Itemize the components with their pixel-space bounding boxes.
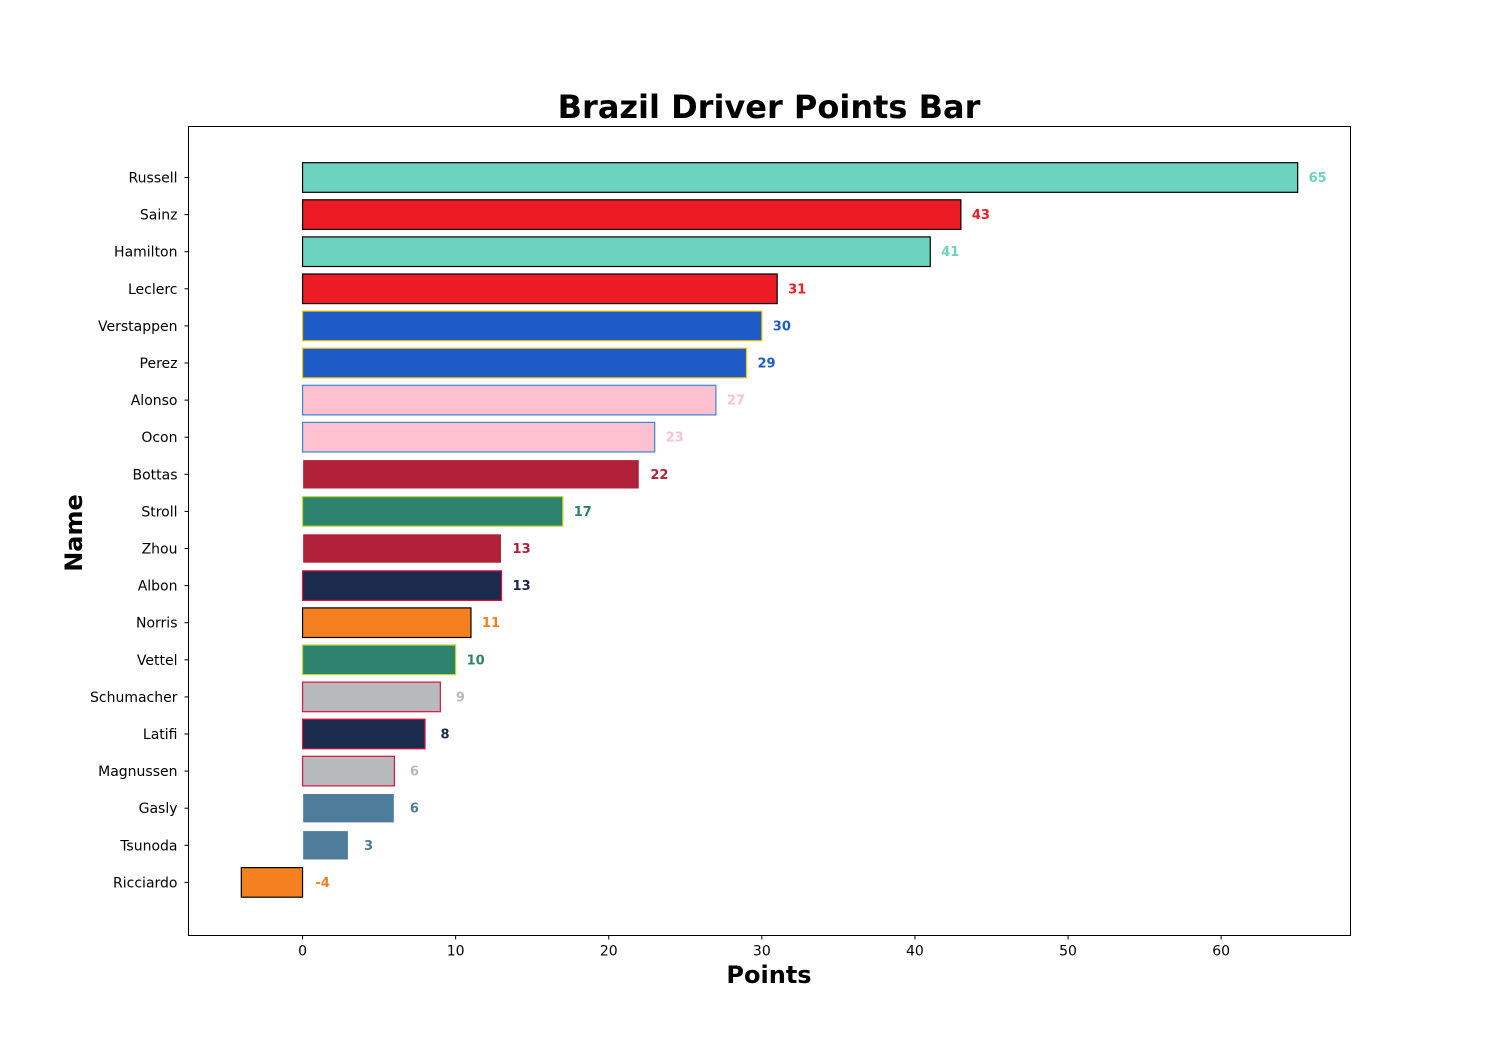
data-label: 17 [574, 505, 592, 520]
bar-leclerc [301, 273, 778, 305]
bar-magnussen [301, 755, 396, 787]
y-tick-label: Russell [129, 171, 178, 187]
data-label: 27 [727, 394, 745, 409]
bar-latifi [301, 718, 426, 750]
data-label: 22 [650, 468, 668, 483]
data-label: 41 [941, 245, 959, 260]
y-tick-label: Ocon [141, 430, 177, 446]
y-tick-labels: Russell Sainz Hamilton Leclerc Verstappen Per… [90, 171, 189, 891]
x-tick-label: 0 [298, 944, 307, 960]
x-tick-label: 50 [1059, 944, 1077, 960]
data-label: 11 [482, 616, 500, 631]
bar-zhou [301, 533, 503, 564]
y-tick-label: Bottas [132, 467, 177, 483]
y-tick-label: Verstappen [98, 319, 177, 335]
bar-ocon [301, 421, 656, 453]
y-tick-label: Sainz [140, 208, 178, 224]
y-tick-label: Tsunoda [119, 838, 177, 854]
y-tick-label: Zhou [142, 542, 178, 558]
bar-albon [301, 570, 503, 601]
y-tick-label: Ricciardo [113, 875, 177, 891]
y-tick-label: Latifi [143, 727, 178, 743]
x-axis-label: Points [726, 961, 811, 989]
data-label: 9 [456, 690, 465, 705]
y-tick-label: Vettel [137, 653, 178, 669]
bar-sainz [301, 199, 962, 231]
data-label: 65 [1309, 171, 1327, 186]
bar-bottas [301, 458, 640, 490]
data-label: 13 [513, 579, 531, 594]
plot-area [188, 126, 1351, 936]
y-axis-label: Name [60, 494, 88, 572]
y-tick-label: Stroll [141, 504, 177, 520]
bar-gasly [301, 792, 396, 824]
y-tick-label: Norris [136, 616, 178, 632]
bar-russell [301, 162, 1299, 193]
bar-vettel [301, 644, 457, 676]
data-labels: 65 43 41 31 30 29 27 23 22 17 13 13 11 10 9 8 6 6 3 -4 [315, 171, 1326, 891]
y-tick-label: Leclerc [128, 282, 178, 298]
bar-ricciardo [240, 866, 304, 898]
data-label: 6 [410, 765, 419, 780]
y-tick-label: Hamilton [114, 245, 177, 261]
x-tick-label: 30 [753, 944, 771, 960]
x-tick-label: 60 [1212, 944, 1230, 960]
x-tick-label: 20 [600, 944, 618, 960]
bar-schumacher [301, 681, 441, 713]
bar-stroll [301, 496, 564, 527]
x-tick-label: 40 [906, 944, 924, 960]
y-tick-label: Perez [140, 356, 178, 372]
data-label: 10 [467, 653, 485, 668]
y-tick-label: Albon [138, 579, 178, 595]
data-label: 31 [788, 282, 806, 297]
bar-perez [301, 347, 748, 379]
bar-verstappen [301, 310, 763, 342]
data-label: 30 [773, 319, 791, 334]
chart-title: Brazil Driver Points Bar [558, 88, 981, 126]
data-label: 43 [972, 208, 990, 223]
bar-hamilton [301, 236, 931, 268]
y-tick-label: Magnussen [98, 764, 177, 780]
bar-tsunoda [301, 829, 350, 861]
data-label: 29 [757, 357, 775, 372]
data-label: -4 [315, 876, 329, 891]
x-tick-label: 10 [447, 944, 465, 960]
bar-alonso [301, 384, 717, 416]
data-label: 23 [666, 431, 684, 446]
data-label: 3 [364, 839, 373, 854]
data-label: 8 [441, 728, 450, 743]
bars-layer [240, 162, 1299, 898]
data-label: 13 [513, 542, 531, 557]
y-tick-label: Alonso [131, 393, 178, 409]
y-tick-label: Schumacher [90, 690, 178, 706]
bar-norris [301, 607, 472, 639]
data-label: 6 [410, 802, 419, 817]
y-tick-label: Gasly [139, 801, 178, 817]
x-ticks: 0 10 20 30 40 50 60 [298, 935, 1230, 960]
